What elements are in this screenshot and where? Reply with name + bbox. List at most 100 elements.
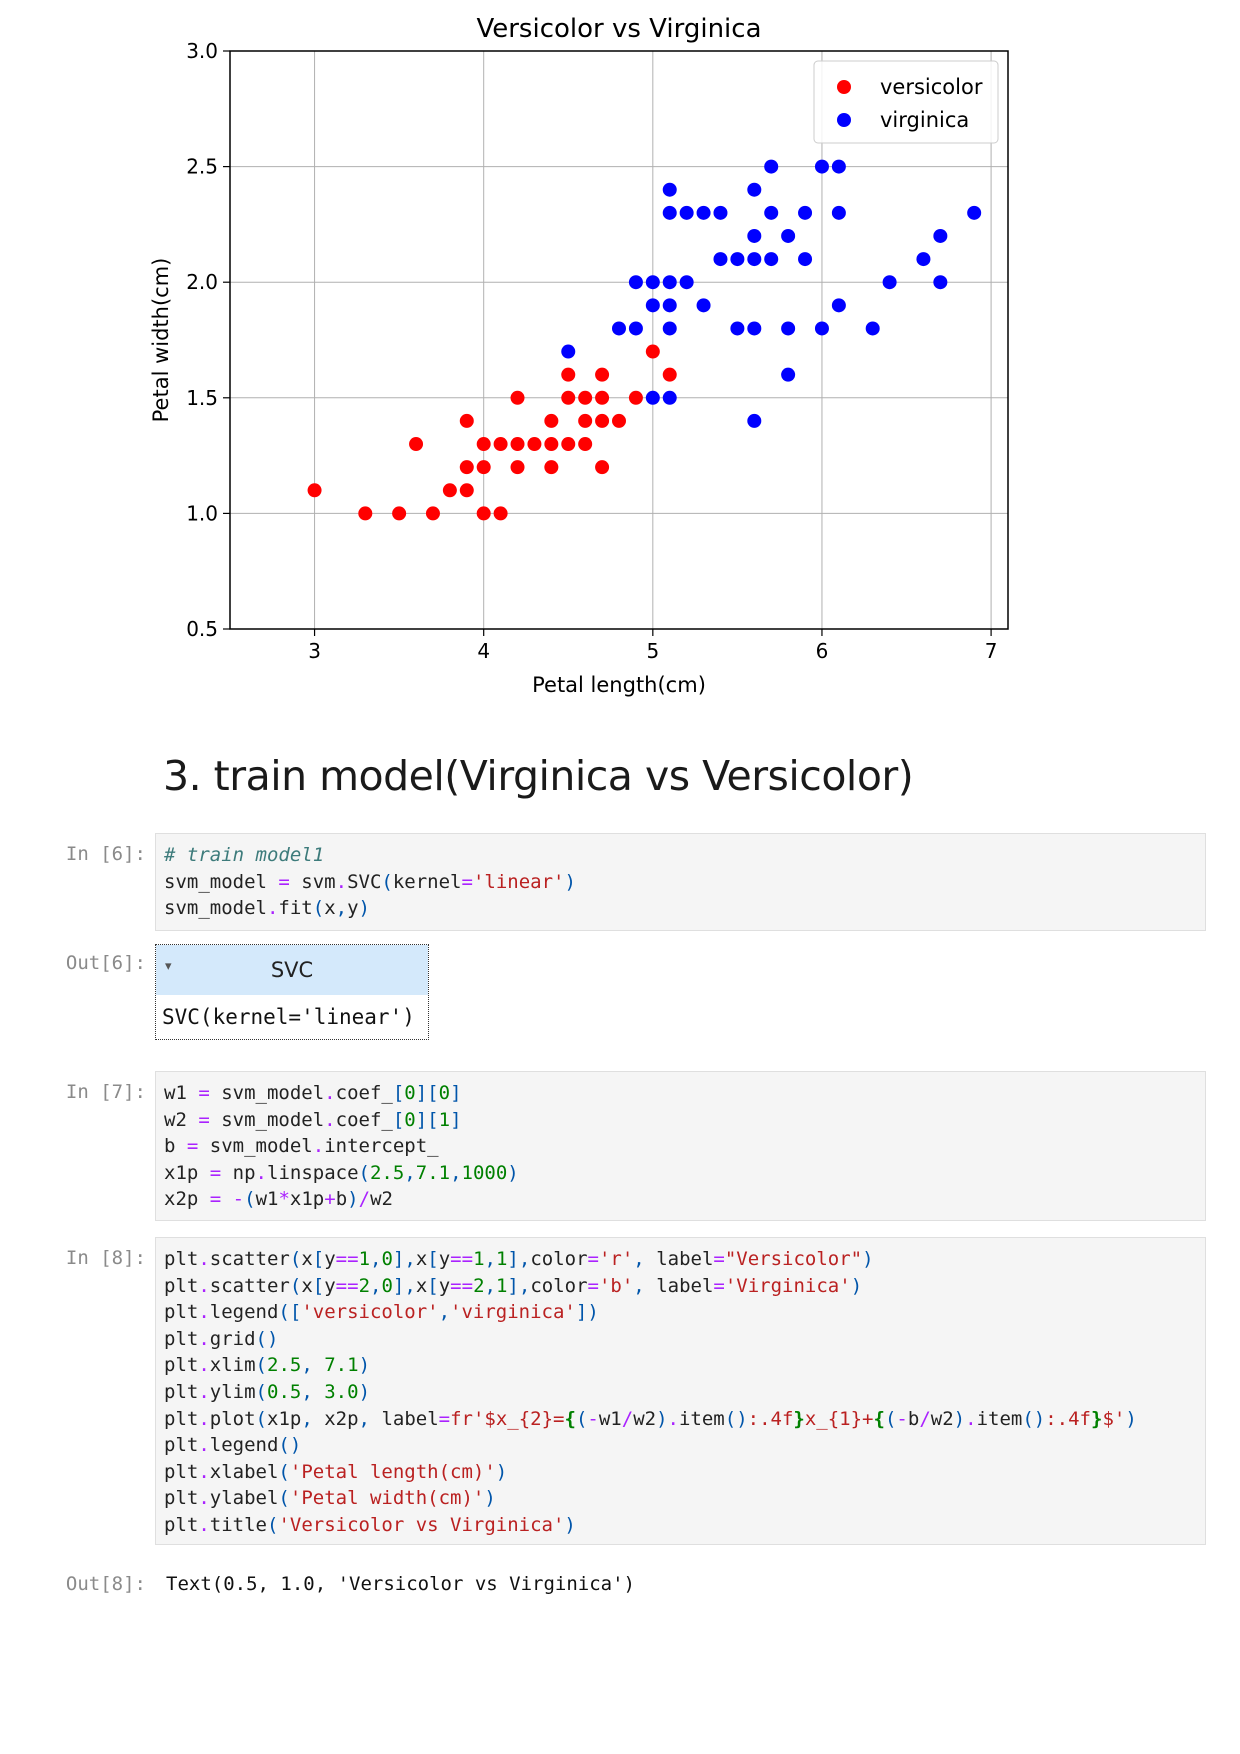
code-cell-6[interactable]: # train model1 svm_model = svm.SVC(kerne… bbox=[155, 833, 1206, 931]
input-prompt-6: In [6]: bbox=[65, 843, 146, 865]
scatter-point-virginica bbox=[831, 159, 846, 174]
code-cell-7[interactable]: w1 = svm_model.coef_[0][0] w2 = svm_mode… bbox=[155, 1071, 1206, 1221]
legend-label-virginica: virginica bbox=[880, 108, 969, 132]
scatter-point-versicolor bbox=[459, 483, 474, 498]
scatter-point-virginica bbox=[882, 275, 897, 290]
code-editor-8[interactable]: plt.scatter(x[y==1,0],x[y==1,1],color='r… bbox=[164, 1248, 1137, 1536]
scatter-point-versicolor bbox=[561, 437, 576, 452]
scatter-point-virginica bbox=[865, 321, 880, 336]
scatter-point-virginica bbox=[747, 252, 762, 267]
scatter-point-virginica bbox=[747, 182, 762, 197]
scatter-point-virginica bbox=[662, 275, 677, 290]
scatter-point-versicolor bbox=[476, 437, 491, 452]
scatter-point-versicolor bbox=[459, 460, 474, 475]
y-tick-label: 2.5 bbox=[186, 155, 218, 179]
scatter-point-versicolor bbox=[510, 437, 525, 452]
scatter-point-versicolor bbox=[645, 344, 660, 359]
scatter-point-versicolor bbox=[493, 437, 508, 452]
scatter-point-virginica bbox=[713, 252, 728, 267]
scatter-point-versicolor bbox=[425, 506, 440, 521]
scatter-point-virginica bbox=[662, 298, 677, 313]
scatter-point-virginica bbox=[933, 275, 948, 290]
svc-estimator-repr: SVC(kernel='linear') bbox=[162, 1005, 415, 1029]
scatter-point-versicolor bbox=[662, 367, 677, 382]
scatter-point-versicolor bbox=[578, 390, 593, 405]
scatter-point-versicolor bbox=[476, 506, 491, 521]
scatter-point-versicolor bbox=[544, 460, 559, 475]
scatter-point-virginica bbox=[764, 159, 779, 174]
scatter-point-virginica bbox=[764, 205, 779, 220]
x-tick-label: 3 bbox=[308, 639, 321, 663]
y-axis-label: Petal width(cm) bbox=[149, 258, 173, 423]
y-tick-label: 3.0 bbox=[186, 39, 218, 63]
scatter-point-virginica bbox=[561, 344, 576, 359]
scatter-point-versicolor bbox=[544, 437, 559, 452]
scatter-point-virginica bbox=[628, 321, 643, 336]
scatter-point-virginica bbox=[814, 159, 829, 174]
scatter-point-virginica bbox=[798, 205, 813, 220]
scatter-chart: 3 4 5 6 7 0.5 1.0 1.5 2.0 2.5 3.0 Versicolor vs Vir… bbox=[149, 14, 1009, 697]
scatter-point-versicolor bbox=[578, 413, 593, 428]
scatter-point-virginica bbox=[662, 205, 677, 220]
svc-estimator-name: SVC bbox=[270, 958, 314, 982]
scatter-point-virginica bbox=[662, 390, 677, 405]
y-tick-label: 0.5 bbox=[186, 617, 218, 641]
scatter-point-virginica bbox=[747, 413, 762, 428]
legend-label-versicolor: versicolor bbox=[880, 75, 983, 99]
scatter-point-versicolor bbox=[544, 413, 559, 428]
plot-frame bbox=[229, 50, 1009, 630]
scatter-point-versicolor bbox=[561, 390, 576, 405]
legend-marker-versicolor bbox=[837, 80, 851, 94]
scatter-point-virginica bbox=[645, 275, 660, 290]
input-prompt-8: In [8]: bbox=[65, 1247, 146, 1269]
scatter-point-versicolor bbox=[628, 390, 643, 405]
scatter-point-versicolor bbox=[493, 506, 508, 521]
y-tick-label: 2.0 bbox=[186, 270, 218, 294]
code-cell-8[interactable]: plt.scatter(x[y==1,0],x[y==1,1],color='r… bbox=[155, 1237, 1206, 1545]
scatter-point-versicolor bbox=[578, 437, 593, 452]
code-editor-7[interactable]: w1 = svm_model.coef_[0][0] w2 = svm_mode… bbox=[164, 1082, 519, 1211]
scatter-point-versicolor bbox=[442, 483, 457, 498]
scatter-point-versicolor bbox=[459, 413, 474, 428]
y-tick-label: 1.0 bbox=[186, 501, 218, 525]
y-tick-label: 1.5 bbox=[186, 386, 218, 410]
scatter-point-versicolor bbox=[392, 506, 407, 521]
scatter-point-virginica bbox=[916, 252, 931, 267]
scatter-point-versicolor bbox=[476, 460, 491, 475]
scatter-point-versicolor bbox=[595, 390, 610, 405]
output-text-8: Text(0.5, 1.0, 'Versicolor vs Virginica'… bbox=[166, 1573, 635, 1595]
scatter-point-virginica bbox=[747, 228, 762, 243]
scatter-point-virginica bbox=[781, 321, 796, 336]
scatter-point-versicolor bbox=[561, 367, 576, 382]
scatter-point-virginica bbox=[831, 205, 846, 220]
chevron-down-icon[interactable]: ▾ bbox=[165, 959, 172, 974]
svc-estimator-widget[interactable]: ▾ SVC SVC(kernel='linear') bbox=[155, 944, 429, 1040]
x-tick-label: 4 bbox=[477, 639, 490, 663]
x-tick-label: 7 bbox=[985, 639, 998, 663]
scatter-point-virginica bbox=[730, 321, 745, 336]
scatter-point-virginica bbox=[781, 367, 796, 382]
scatter-point-virginica bbox=[679, 275, 694, 290]
scatter-point-virginica bbox=[747, 321, 762, 336]
code-editor-6[interactable]: # train model1 svm_model = svm.SVC(kerne… bbox=[164, 844, 576, 920]
scatter-point-versicolor bbox=[510, 390, 525, 405]
x-axis-label: Petal length(cm) bbox=[532, 673, 706, 697]
scatter-point-virginica bbox=[679, 205, 694, 220]
scatter-point-virginica bbox=[662, 321, 677, 336]
output-prompt-6: Out[6]: bbox=[65, 952, 146, 974]
scatter-point-virginica bbox=[933, 228, 948, 243]
scatter-point-virginica bbox=[645, 390, 660, 405]
scatter-point-virginica bbox=[696, 205, 711, 220]
scatter-point-virginica bbox=[798, 252, 813, 267]
scatter-point-virginica bbox=[781, 228, 796, 243]
scatter-point-versicolor bbox=[595, 413, 610, 428]
chart-title: Versicolor vs Virginica bbox=[476, 14, 761, 44]
scatter-point-versicolor bbox=[358, 506, 373, 521]
scatter-point-virginica bbox=[967, 205, 982, 220]
scatter-point-virginica bbox=[612, 321, 626, 336]
output-prompt-8: Out[8]: bbox=[65, 1573, 146, 1595]
scatter-point-virginica bbox=[764, 252, 779, 267]
section-heading: 3. train model(Virginica vs Versicolor) bbox=[163, 752, 914, 800]
scatter-point-versicolor bbox=[409, 437, 424, 452]
svc-estimator-header[interactable]: ▾ SVC bbox=[156, 945, 428, 995]
